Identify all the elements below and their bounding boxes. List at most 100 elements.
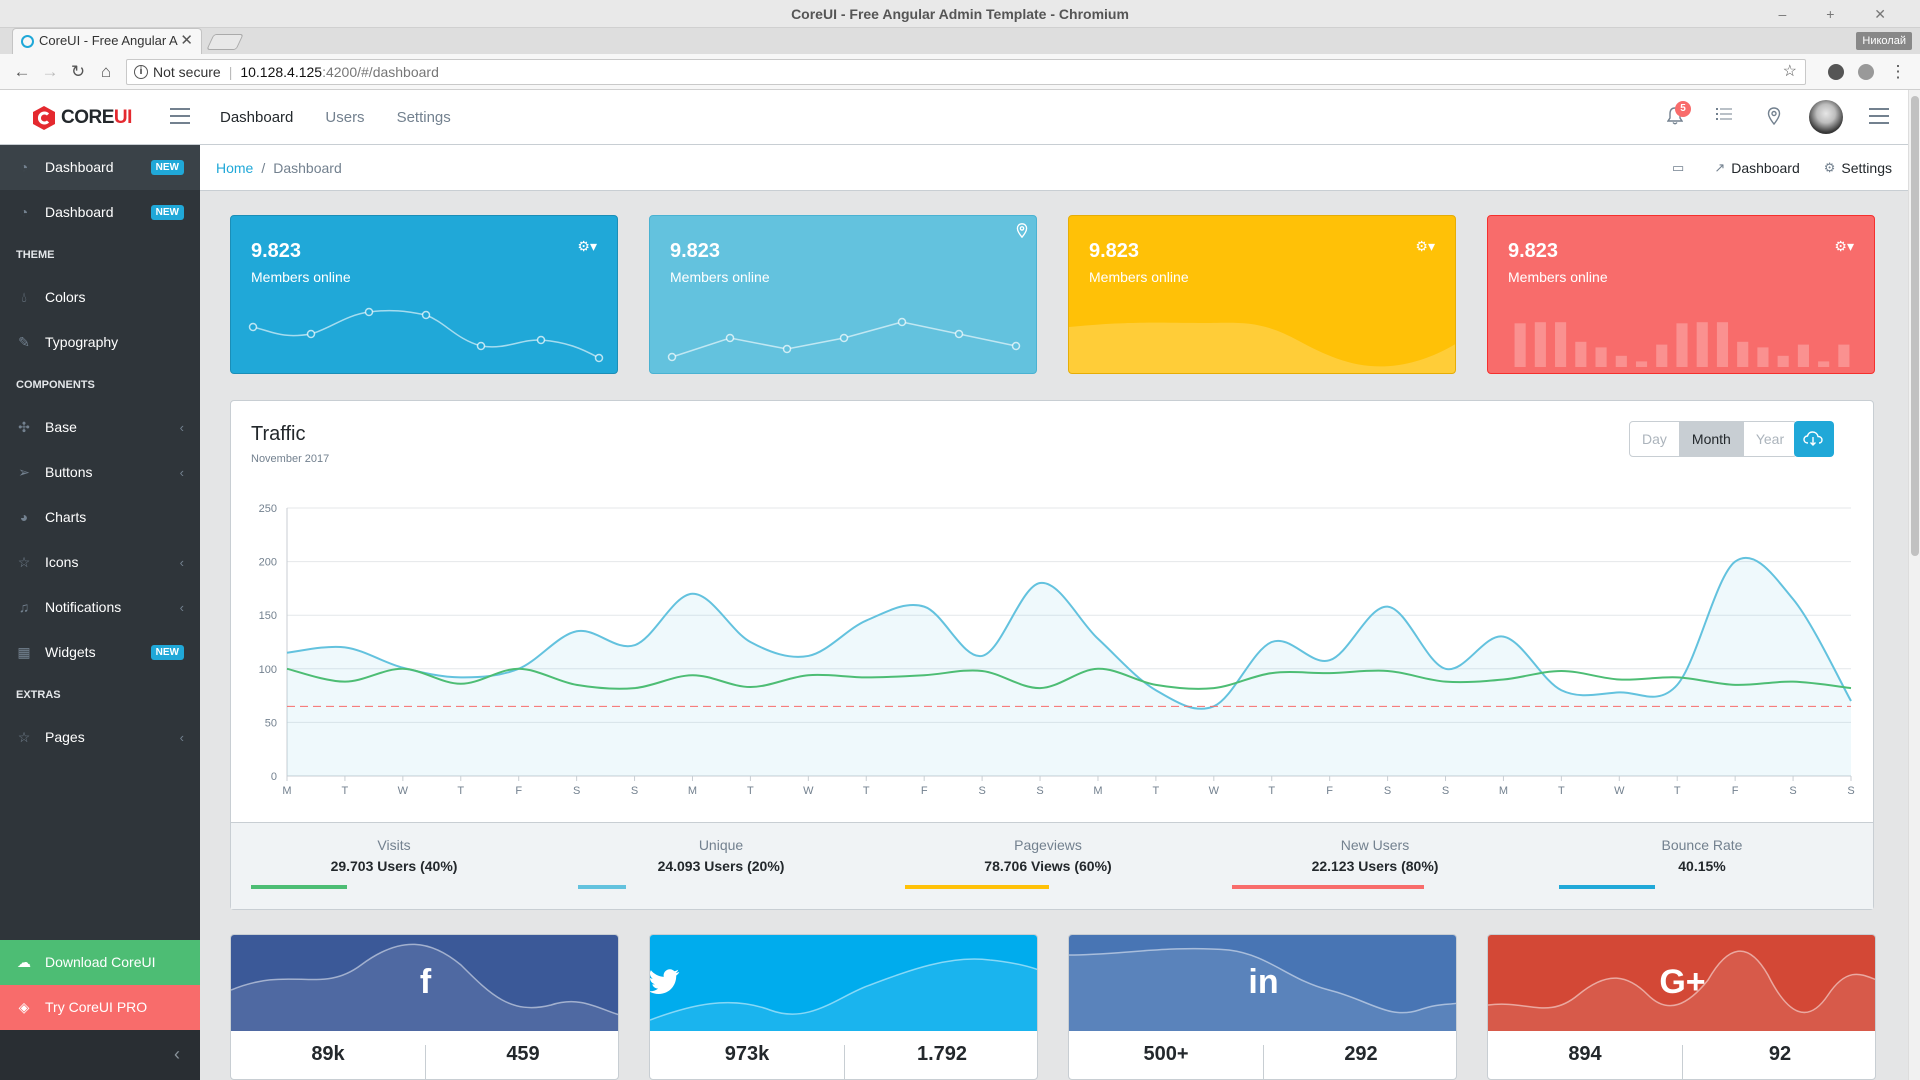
- bell-icon[interactable]: 5: [1665, 101, 1691, 127]
- pro-label: Try CoreUI PRO: [45, 999, 148, 1015]
- back-arrow-icon[interactable]: ←: [13, 62, 31, 81]
- y-tick-label: 250: [259, 503, 277, 515]
- speech-icon[interactable]: ▭: [1672, 160, 1685, 175]
- sidebar-toggler[interactable]: [170, 108, 190, 126]
- period-month-button[interactable]: Month: [1679, 422, 1744, 456]
- bookmark-star-icon[interactable]: ☆: [1782, 63, 1797, 80]
- x-tick-label: T: [863, 785, 870, 797]
- sidebar-item-colors[interactable]: 💧︎ Colors: [0, 275, 200, 320]
- google-plus-followers: 894: [1568, 1043, 1602, 1065]
- chevron-left-icon: ‹: [179, 600, 184, 615]
- extension-icon[interactable]: [1828, 64, 1844, 80]
- stat-value: 9.823: [670, 240, 721, 262]
- sidebar-item-label: Charts: [45, 509, 87, 525]
- sidebar-item-dashboard[interactable]: ◔ Dashboard NEW: [0, 145, 200, 190]
- sidebar-item-typography[interactable]: ✎ Typography: [0, 320, 200, 365]
- stat-bar: [1534, 322, 1546, 367]
- sidebar-item-pages[interactable]: ☆ Pages ‹: [0, 715, 200, 760]
- calculator-icon: ▦: [17, 644, 31, 660]
- metric-unique: Unique 24.093 Users (20%): [558, 837, 884, 889]
- speedometer-icon: ◔: [19, 159, 29, 175]
- x-tick-label: T: [1268, 785, 1275, 797]
- sidebar-item-base[interactable]: ✣ Base ‹: [0, 405, 200, 450]
- sidebar-item-label: Base: [45, 419, 77, 435]
- stat-value: 9.823: [251, 240, 302, 262]
- profile-badge[interactable]: Николай: [1856, 32, 1912, 50]
- sidebar-item-buttons[interactable]: ➢ Buttons ‹: [0, 450, 200, 495]
- sidebar-item-notifications[interactable]: ♫ Notifications ‹: [0, 585, 200, 630]
- user-avatar[interactable]: [1809, 100, 1843, 134]
- x-tick-label: W: [1614, 785, 1625, 797]
- scrollbar-thumb[interactable]: [1911, 96, 1919, 556]
- gear-icon: ⚙: [1823, 160, 1836, 175]
- graph-icon: ↗: [1714, 160, 1726, 175]
- stat-bar: [1737, 341, 1749, 367]
- social-card-facebook: f 89k 459: [230, 934, 619, 1080]
- stat-bar: [1716, 322, 1729, 367]
- x-tick-label: S: [978, 785, 985, 797]
- page-scrollbar[interactable]: [1908, 90, 1920, 1080]
- sidebar-item-widgets[interactable]: ▦ Widgets NEW: [0, 630, 200, 675]
- stat-label: Members online: [1089, 269, 1189, 285]
- stat-bar: [1676, 323, 1688, 367]
- gear-dropdown-icon[interactable]: ⚙▾: [577, 238, 597, 254]
- tab-close-icon[interactable]: ✕: [180, 32, 193, 49]
- address-bar[interactable]: i Not secure | 10.128.4.125:4200/#/dashboa…: [126, 59, 1806, 85]
- sidebar-item-label: Buttons: [45, 464, 93, 480]
- browser-menu-icon[interactable]: ⋮: [1889, 62, 1907, 81]
- list-icon[interactable]: [1714, 107, 1734, 127]
- x-tick-label: W: [1209, 785, 1220, 797]
- stat-bar: [1555, 322, 1567, 367]
- sidebar-item-label: Dashboard: [45, 159, 114, 175]
- x-tick-label: F: [515, 785, 522, 797]
- stat-sparkline-1: [248, 307, 604, 363]
- window-controls[interactable]: – + ✕: [1778, 6, 1904, 22]
- cloud-download-button[interactable]: [1794, 421, 1834, 457]
- brand-logo[interactable]: COREUI: [31, 104, 132, 132]
- extension-ghost-icon[interactable]: [1858, 64, 1874, 80]
- reload-icon[interactable]: ↻: [70, 62, 86, 81]
- period-year-button[interactable]: Year: [1755, 431, 1785, 447]
- facebook-feeds: 459: [506, 1043, 540, 1065]
- y-tick-label: 50: [265, 717, 277, 729]
- metric-pageviews: Pageviews 78.706 Views (60%): [885, 837, 1211, 889]
- sidebar-minimizer[interactable]: ‹: [0, 1030, 200, 1080]
- cloud-download-icon: ☁: [17, 954, 31, 970]
- stat-bar: [1635, 361, 1648, 367]
- gear-dropdown-icon[interactable]: ⚙▾: [1834, 238, 1854, 254]
- cloud-download-icon: [1803, 431, 1823, 446]
- location-pin-icon[interactable]: [1764, 107, 1784, 127]
- header-nav-dashboard[interactable]: Dashboard: [220, 109, 294, 126]
- home-icon[interactable]: ⌂: [100, 62, 112, 81]
- header-nav-users[interactable]: Users: [325, 109, 365, 126]
- star-icon: ☆: [17, 729, 31, 745]
- sidebar-title-components: Components: [16, 379, 95, 391]
- info-icon[interactable]: i: [134, 65, 148, 79]
- breadcrumb-menu-settings[interactable]: ⚙ Settings: [1824, 145, 1892, 191]
- sidebar-item-charts[interactable]: ◕ Charts: [0, 495, 200, 540]
- header-nav-settings[interactable]: Settings: [396, 109, 451, 126]
- pie-chart-icon: ◕: [19, 509, 29, 525]
- gear-dropdown-icon[interactable]: ⚙▾: [1415, 238, 1435, 254]
- browser-tab[interactable]: CoreUI - Free Angular A ✕: [12, 28, 202, 54]
- series-line-unique: [286, 667, 1852, 690]
- x-tick-label: M: [1093, 785, 1102, 797]
- x-tick-label: F: [1326, 785, 1333, 797]
- period-day-button[interactable]: Day: [1630, 422, 1680, 456]
- breadcrumb-home[interactable]: Home: [216, 160, 254, 176]
- stat-card-2: 9.823 Members online: [649, 215, 1037, 374]
- forward-arrow-icon[interactable]: →: [41, 62, 59, 81]
- period-toggle: Day Month Year: [1629, 421, 1798, 457]
- new-tab-button[interactable]: [206, 34, 244, 50]
- sidebar-item-icons[interactable]: ☆ Icons ‹: [0, 540, 200, 585]
- try-coreui-pro-button[interactable]: ◈ Try CoreUI PRO: [0, 985, 200, 1030]
- stat-value: 9.823: [1508, 240, 1559, 262]
- breadcrumb-menu: ▭ ↗ Dashboard ⚙ Settings: [1648, 145, 1892, 191]
- social-card-linkedin: in 500+ 292: [1068, 934, 1457, 1080]
- aside-menu-toggler[interactable]: [1869, 108, 1889, 126]
- sidebar-item-dashboard-2[interactable]: ◔ Dashboard NEW: [0, 190, 200, 235]
- stat-bar: [1696, 322, 1708, 367]
- download-coreui-button[interactable]: ☁ Download CoreUI: [0, 940, 200, 985]
- breadcrumb-menu-dashboard[interactable]: ↗ Dashboard: [1714, 145, 1799, 191]
- cursor-icon: ➢: [18, 464, 30, 480]
